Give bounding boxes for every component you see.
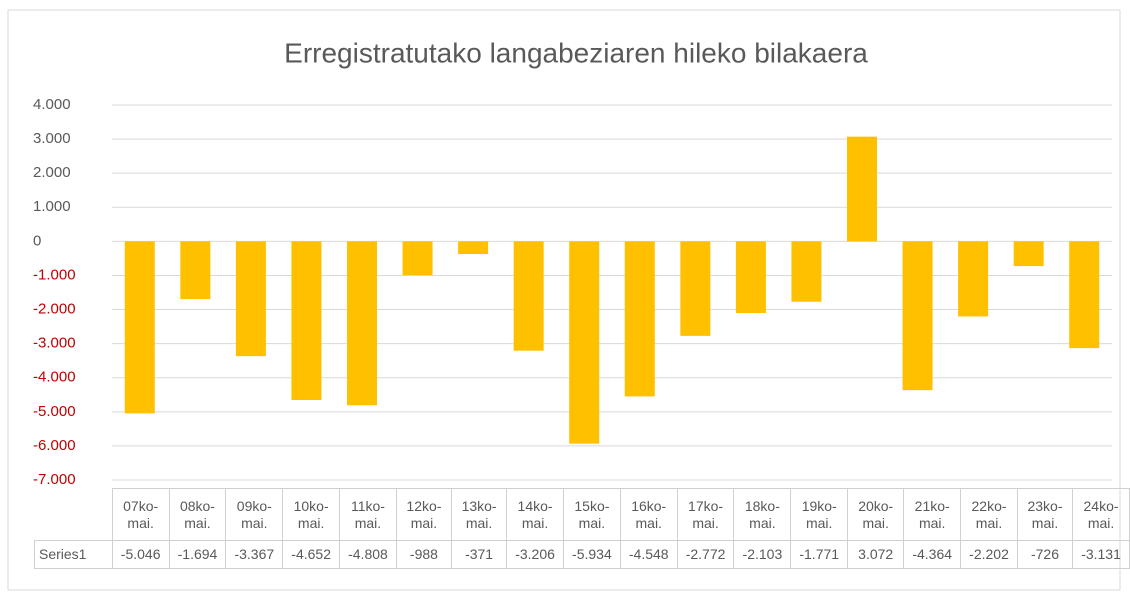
data-label: -1.771 bbox=[790, 540, 849, 569]
bar bbox=[180, 241, 211, 300]
x-tick-label: 23ko-mai. bbox=[1016, 488, 1074, 541]
y-tick-label: 4.000 bbox=[33, 96, 71, 113]
y-tick-label: 0 bbox=[33, 232, 41, 249]
x-tick-label: 14ko-mai. bbox=[506, 488, 564, 541]
y-tick-label: -5.000 bbox=[33, 403, 76, 420]
x-tick-label: 19ko-mai. bbox=[790, 488, 849, 541]
data-label: -371 bbox=[451, 540, 508, 569]
y-tick-label: -4.000 bbox=[33, 369, 76, 386]
bar bbox=[847, 136, 877, 242]
bar bbox=[680, 241, 711, 336]
data-label: -3.131 bbox=[1072, 540, 1130, 569]
data-label: -3.367 bbox=[225, 540, 284, 569]
bar bbox=[347, 241, 377, 406]
bar bbox=[291, 241, 322, 400]
data-label: -5.934 bbox=[562, 540, 621, 569]
data-table: 07ko-mai. 08ko-mai. 09ko-mai. 10ko-mai. 11ko… bbox=[34, 488, 1130, 569]
x-tick-label: 17ko-mai. bbox=[676, 488, 735, 541]
bar bbox=[1069, 241, 1100, 349]
x-tick-label: 16ko-mai. bbox=[619, 488, 678, 541]
bar bbox=[458, 241, 489, 255]
y-tick-label: -7.000 bbox=[33, 471, 76, 488]
x-tick-label: 13ko-mai. bbox=[451, 488, 508, 541]
data-label: 3.072 bbox=[847, 540, 905, 569]
x-tick-label: 15ko-mai. bbox=[562, 488, 621, 541]
bar bbox=[624, 241, 655, 397]
x-tick-label: 22ko-mai. bbox=[960, 488, 1018, 541]
data-label: -3.206 bbox=[506, 540, 564, 569]
bar bbox=[235, 241, 266, 357]
x-tick-label: 24ko-mai. bbox=[1072, 488, 1130, 541]
x-tick-label: 08ko-mai. bbox=[168, 488, 227, 541]
data-label: -988 bbox=[395, 540, 453, 569]
x-tick-label: 07ko-mai. bbox=[111, 488, 170, 541]
table-corner bbox=[34, 488, 113, 541]
table-row: Series1 -5.046 -1.694 -3.367 -4.652 -4.808 -98… bbox=[34, 540, 1130, 569]
y-tick-label: -2.000 bbox=[33, 301, 76, 318]
data-label: -1.694 bbox=[168, 540, 227, 569]
data-label: -4.808 bbox=[339, 540, 397, 569]
chart-title: Erregistratutako langabeziaren hileko bi… bbox=[284, 37, 868, 68]
data-label: -2.103 bbox=[733, 540, 792, 569]
data-label: -4.548 bbox=[619, 540, 678, 569]
data-label: -2.772 bbox=[676, 540, 735, 569]
bar bbox=[569, 241, 600, 444]
y-tick-label: 3.000 bbox=[33, 130, 71, 147]
x-tick-label: 10ko-mai. bbox=[282, 488, 341, 541]
y-tick-label: 2.000 bbox=[33, 164, 71, 181]
bar bbox=[1013, 241, 1044, 267]
bar bbox=[402, 241, 433, 276]
x-tick-label: 18ko-mai. bbox=[733, 488, 792, 541]
y-tick-label: -3.000 bbox=[33, 335, 76, 352]
legend-entry: Series1 bbox=[34, 540, 113, 569]
bar bbox=[513, 241, 544, 351]
bar bbox=[735, 241, 766, 314]
data-label: -4.364 bbox=[903, 540, 962, 569]
y-tick-label: -1.000 bbox=[33, 266, 76, 283]
bar bbox=[791, 241, 822, 302]
x-tick-label: 21ko-mai. bbox=[903, 488, 962, 541]
bar bbox=[958, 241, 989, 317]
data-label: -726 bbox=[1016, 540, 1074, 569]
x-tick-label: 12ko-mai. bbox=[395, 488, 453, 541]
x-tick-label: 09ko-mai. bbox=[225, 488, 284, 541]
x-tick-label: 11ko-mai. bbox=[339, 488, 397, 541]
bar bbox=[124, 241, 155, 414]
x-tick-label: 20ko-mai. bbox=[847, 488, 905, 541]
y-tick-label: -6.000 bbox=[33, 437, 76, 454]
bar bbox=[902, 241, 933, 391]
data-label: -2.202 bbox=[960, 540, 1018, 569]
data-label: -4.652 bbox=[282, 540, 341, 569]
table-header-row: 07ko-mai. 08ko-mai. 09ko-mai. 10ko-mai. 11ko… bbox=[34, 488, 1130, 541]
data-label: -5.046 bbox=[111, 540, 170, 569]
y-tick-label: 1.000 bbox=[33, 198, 71, 215]
